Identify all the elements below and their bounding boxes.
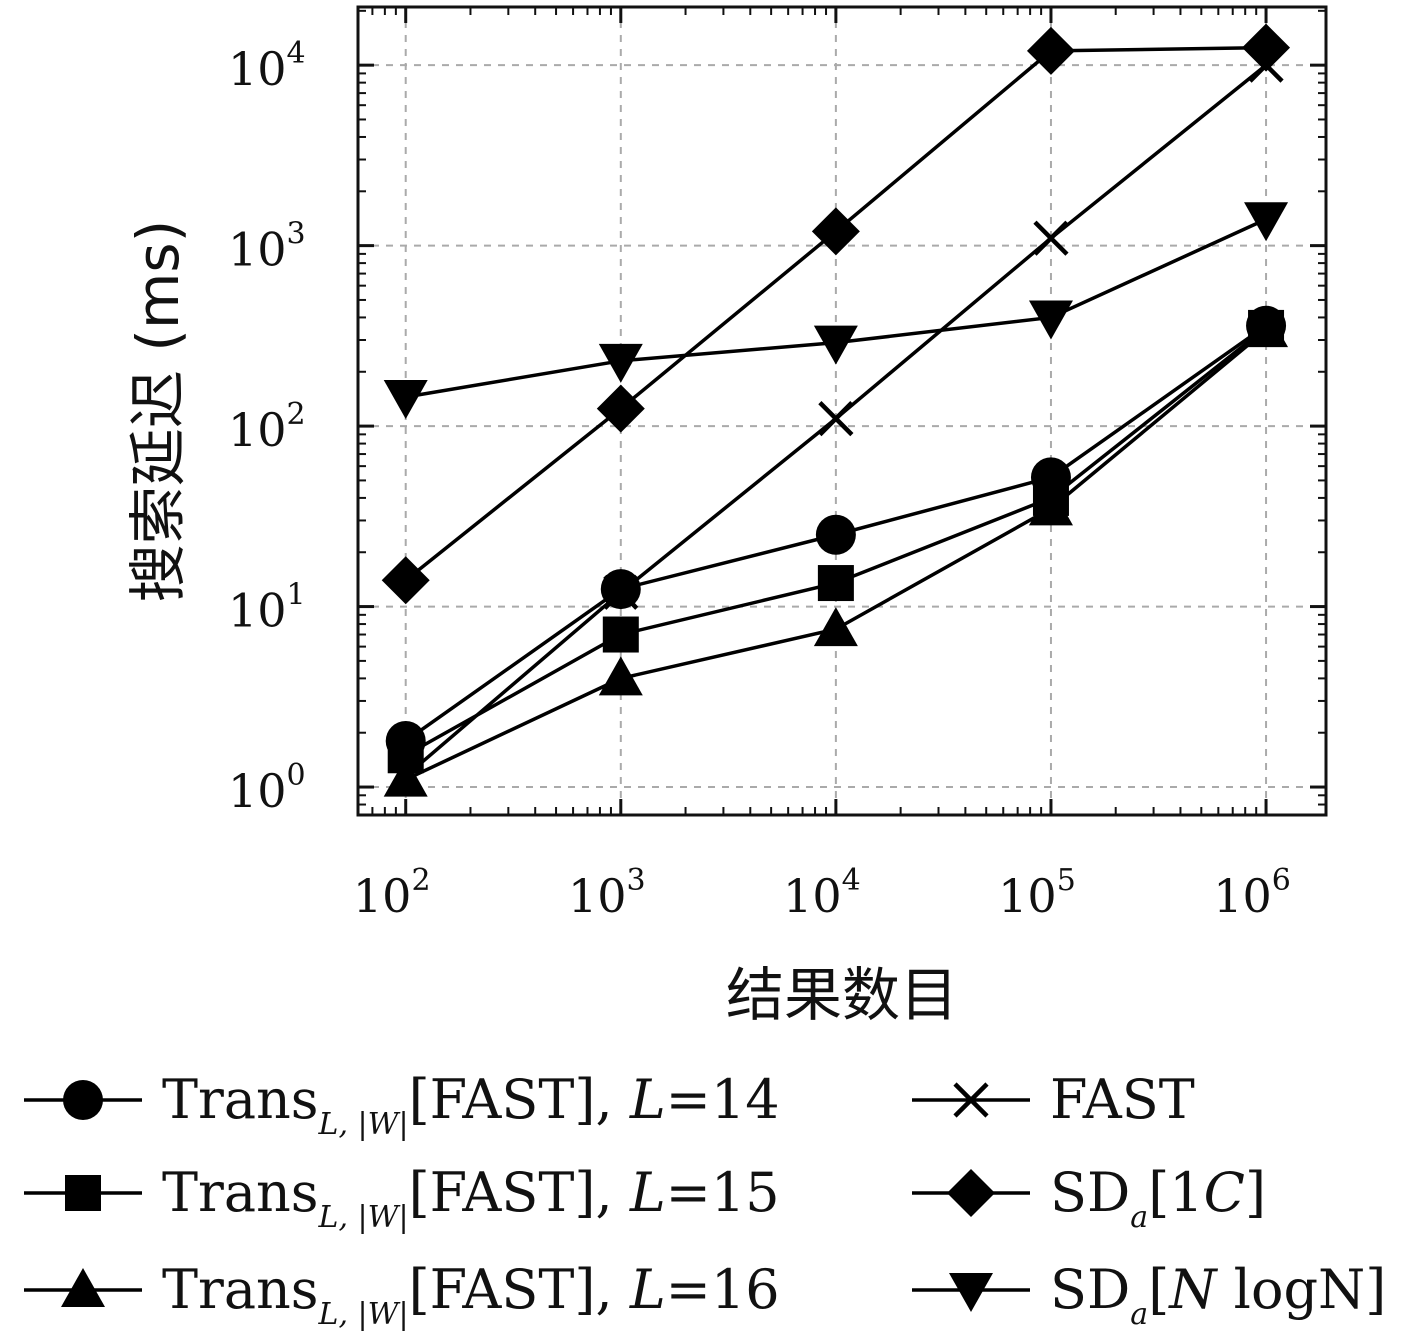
data-point-triangle-down [813, 325, 858, 365]
y-tick-label: 100 [228, 758, 306, 818]
legend-marker-square [65, 1175, 101, 1211]
ticks [357, 7, 1326, 816]
data-point-square [602, 616, 639, 653]
data-point-x [1033, 220, 1069, 256]
data-point-diamond [596, 384, 645, 433]
legend-marker-diamond [947, 1169, 995, 1217]
data-point-x [388, 758, 424, 794]
data-point-triangle-down [1028, 300, 1073, 340]
legend-marker-triangle-down [949, 1273, 993, 1312]
x-axis-title: 结果数目 [726, 961, 958, 1029]
data-point-triangle-up [813, 607, 858, 647]
legend-label: FAST [1050, 1068, 1195, 1131]
data-point-triangle-down [598, 343, 643, 383]
legend-label: SDa[N logN] [1050, 1258, 1386, 1332]
data-point-diamond [1242, 23, 1291, 72]
legend-entry: SDa[1C] [912, 1161, 1266, 1235]
legend-entry: SDa[N logN] [912, 1258, 1386, 1332]
legend: TransL, |W|[FAST], L=14 TransL, |W|[FAST]… [24, 1068, 1386, 1332]
y-tick-label: 104 [228, 36, 306, 96]
data-point-x [603, 574, 639, 610]
y-tick-label: 102 [228, 397, 306, 457]
legend-entry: TransL, |W|[FAST], L=14 [24, 1068, 780, 1142]
data-point-square [817, 565, 854, 602]
legend-marker-circle [63, 1080, 103, 1120]
plot-frame [356, 5, 1328, 817]
legend-label: TransL, |W|[FAST], L=15 [162, 1161, 780, 1235]
data-point-triangle-down [383, 379, 428, 419]
data-point-diamond [381, 556, 430, 605]
x-tick-label: 103 [568, 863, 646, 923]
legend-entry: TransL, |W|[FAST], L=15 [24, 1161, 780, 1235]
data-point-triangle-up [598, 656, 643, 696]
data-point-circle [815, 514, 856, 555]
legend-marker-x [953, 1082, 989, 1118]
data-point-triangle-up [1244, 308, 1289, 348]
x-tick-label: 102 [353, 863, 431, 923]
legend-entry: TransL, |W|[FAST], L=16 [24, 1258, 780, 1332]
legend-entry: FAST [912, 1068, 1195, 1131]
data-point-diamond [1026, 26, 1075, 75]
x-tick-label: 104 [783, 863, 861, 923]
y-tick-label: 101 [228, 578, 306, 638]
data-point-triangle-down [1244, 202, 1289, 242]
legend-label: TransL, |W|[FAST], L=14 [162, 1068, 780, 1142]
series-triangle-down [383, 202, 1289, 419]
x-tick-label: 106 [1213, 863, 1291, 923]
data-point-x [818, 401, 854, 437]
y-tick-label: 103 [228, 217, 306, 277]
y-axis-title: 搜索延迟 (ms) [124, 220, 192, 602]
series-x [388, 47, 1284, 794]
tick-labels: 102 103 104 105 106 100 101 102 103 104 [228, 36, 1291, 923]
data-point-triangle-up [1028, 486, 1073, 526]
x-tick-label: 105 [998, 863, 1076, 923]
series-layer [381, 23, 1291, 797]
legend-marker-triangle-up [61, 1268, 105, 1307]
data-point-diamond [811, 207, 860, 256]
series-diamond [381, 23, 1291, 605]
legend-label: SDa[1C] [1050, 1161, 1266, 1235]
legend-label: TransL, |W|[FAST], L=16 [162, 1258, 780, 1332]
